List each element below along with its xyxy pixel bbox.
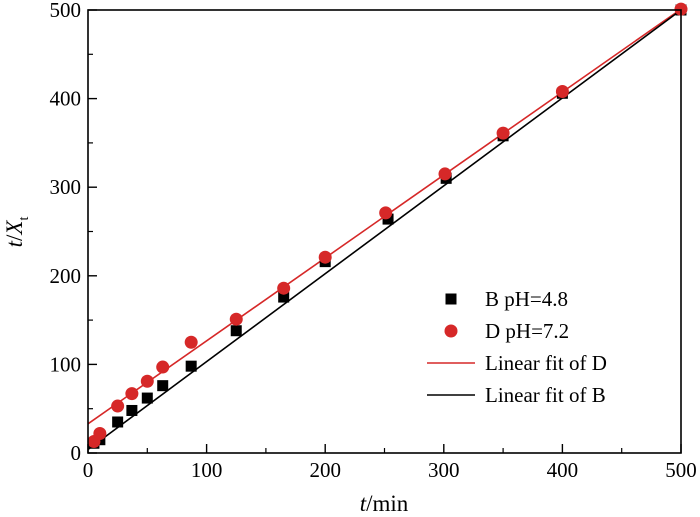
data-points bbox=[87, 2, 688, 449]
legend-label: Linear fit of D bbox=[485, 351, 607, 375]
data-point bbox=[382, 213, 394, 225]
y-tick-label: 500 bbox=[50, 0, 82, 22]
y-tick-label: 0 bbox=[71, 441, 82, 465]
data-point bbox=[674, 2, 688, 16]
data-point bbox=[126, 404, 138, 416]
data-point bbox=[156, 360, 170, 374]
y-axis-title: t/Xt bbox=[2, 217, 32, 248]
x-tick-label: 0 bbox=[83, 458, 94, 482]
data-point bbox=[318, 250, 332, 264]
data-point bbox=[141, 392, 153, 404]
data-point bbox=[379, 206, 393, 220]
y-tick-label: 200 bbox=[50, 264, 82, 288]
data-point bbox=[125, 387, 139, 401]
x-axis-title: t/min bbox=[360, 491, 409, 516]
legend-label: D pH=7.2 bbox=[485, 319, 569, 343]
data-point bbox=[111, 399, 125, 413]
data-point bbox=[184, 335, 198, 349]
data-point bbox=[230, 325, 242, 337]
data-point bbox=[277, 281, 291, 295]
y-tick-label: 400 bbox=[50, 87, 82, 111]
legend: B pH=4.8 D pH=7.2 Linear fit of D Linear fi… bbox=[427, 287, 607, 407]
data-point bbox=[157, 380, 169, 392]
data-point bbox=[112, 416, 124, 428]
data-point bbox=[496, 126, 510, 140]
legend-marker bbox=[445, 293, 457, 305]
legend-label: Linear fit of B bbox=[485, 383, 606, 407]
data-point bbox=[555, 85, 569, 99]
fit-line bbox=[87, 9, 682, 451]
data-point bbox=[438, 167, 452, 181]
y-tick-label: 300 bbox=[50, 175, 82, 199]
x-tick-label: 300 bbox=[428, 458, 460, 482]
y-tick-label: 100 bbox=[50, 352, 82, 376]
x-tick-label: 200 bbox=[309, 458, 341, 482]
tick-labels: 0 100 200 300 400 500 0 100 200 300 400 500 bbox=[50, 0, 697, 482]
legend-label: B pH=4.8 bbox=[485, 287, 568, 311]
data-point bbox=[278, 291, 290, 303]
x-tick-label: 500 bbox=[665, 458, 697, 482]
data-point bbox=[140, 374, 154, 388]
data-point bbox=[93, 427, 107, 441]
data-point bbox=[185, 360, 197, 372]
data-point bbox=[229, 312, 243, 326]
ticks bbox=[87, 9, 682, 454]
legend-marker bbox=[444, 324, 458, 338]
x-tick-label: 400 bbox=[547, 458, 579, 482]
x-tick-label: 100 bbox=[191, 458, 223, 482]
